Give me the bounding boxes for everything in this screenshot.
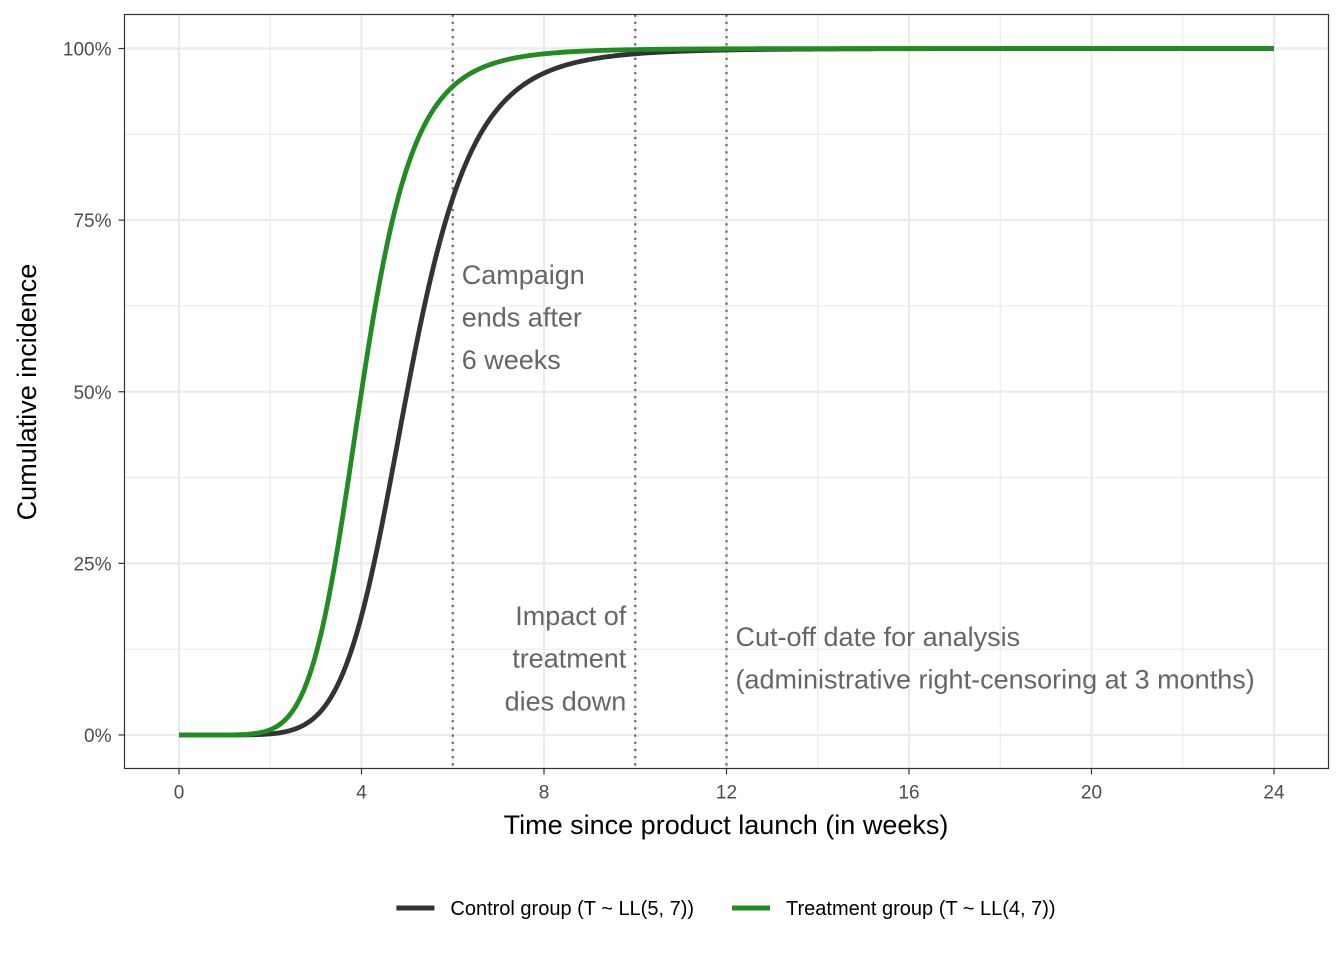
annotation-text: dies down <box>505 686 627 716</box>
annotation-text: 6 weeks <box>462 345 561 375</box>
legend-label: Control group (T ~ LL(5, 7)) <box>450 898 694 920</box>
x-tick-label: 16 <box>898 783 919 804</box>
reference-lines <box>451 14 728 769</box>
legend-label: Treatment group (T ~ LL(4, 7)) <box>786 898 1056 920</box>
x-tick-label: 8 <box>539 783 550 804</box>
x-axis: 0 4 8 12 16 20 24 <box>174 768 1285 804</box>
annotation-text: Impact of <box>515 601 627 631</box>
series-line <box>178 46 1275 738</box>
x-tick-label: 24 <box>1263 783 1285 804</box>
x-tick-label: 0 <box>174 783 185 804</box>
y-tick-label: 100% <box>63 40 112 61</box>
x-tick-label: 20 <box>1081 783 1102 804</box>
x-tick-label: 12 <box>716 783 737 804</box>
y-tick-label: 50% <box>73 383 111 404</box>
y-axis: 0% 25% 50% 75% 100% <box>63 40 125 747</box>
y-tick-label: 25% <box>73 554 111 575</box>
series-lines <box>178 46 1275 738</box>
x-tick-label: 4 <box>356 783 367 804</box>
annotations: Campaign ends after 6 weeks Impact of treatm… <box>462 260 1255 716</box>
y-axis-title: Cumulative incidence <box>12 264 42 521</box>
annotation-text: ends after <box>462 303 582 333</box>
x-axis-title: Time since product launch (in weeks) <box>504 810 949 840</box>
y-tick-label: 0% <box>84 726 112 747</box>
annotation-text: Campaign <box>462 260 585 290</box>
annotation-text: (administrative right-censoring at 3 mon… <box>736 664 1255 694</box>
y-tick-label: 75% <box>73 211 111 232</box>
annotation-text: Cut-off date for analysis <box>736 622 1021 652</box>
legend: Control group (T ~ LL(5, 7)) Treatment gr… <box>396 898 1056 920</box>
annotation-text: treatment <box>512 644 627 674</box>
